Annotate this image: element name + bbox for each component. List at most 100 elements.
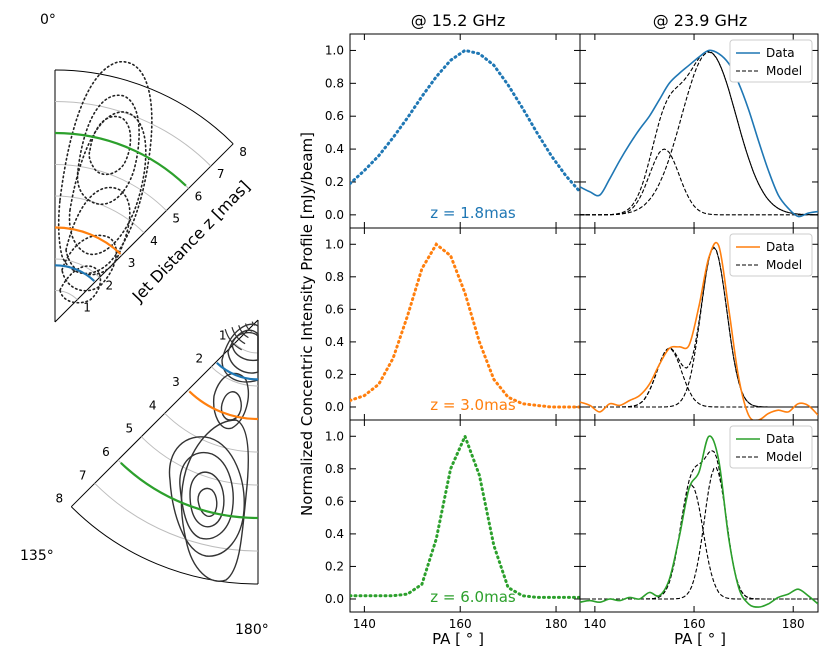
column-title-left: @ 15.2 GHz	[411, 11, 506, 30]
model-sum	[580, 246, 818, 408]
polar-bottom-tick-label: 4	[149, 398, 157, 412]
profile-panel-row3-col1: 0.0 0.2 0.4 0.6 0.8 1.0 140 160 180 z = 6.0mas	[325, 419, 581, 631]
polar-top-tick-label: 2	[106, 279, 114, 293]
polar-bottom-tick-label: 3	[172, 375, 180, 389]
polar-top-tick-label: 3	[128, 256, 136, 270]
y-tick-label: 0.8	[325, 462, 344, 476]
distance-label: z = 6.0mas	[430, 588, 516, 606]
polar-top-contour	[76, 94, 140, 205]
x-tick-label: 160	[683, 617, 706, 631]
polar-top-marker-arc	[54, 226, 122, 255]
series-15ghz-dotted	[350, 242, 580, 409]
polar-top-distance-markers	[54, 131, 187, 282]
polar-top-grid-ring	[54, 289, 78, 301]
x-tick-label: 180	[782, 617, 805, 631]
polar-bottom-core-contour	[231, 327, 246, 345]
polar-bottom-core-contour	[244, 323, 253, 332]
polar-bottom-core-contour	[238, 325, 249, 339]
polar-top-grid-ring	[54, 101, 212, 167]
legend-model-label: Model	[766, 64, 802, 78]
polar-top-contour	[61, 234, 118, 292]
distance-label: z = 3.0mas	[430, 396, 516, 414]
polar-top-radial-axis-label: Jet Distance z [mas]	[128, 177, 254, 306]
polar-top-tick-label: 5	[172, 212, 180, 226]
polar-top-contour	[68, 111, 147, 256]
polar-top-marker-arc	[54, 264, 96, 282]
profile-panels: 0.0 0.2 0.4 0.6 0.8 1.0 z = 1.8mas Data Model 0.0…	[325, 33, 819, 631]
x-axis-label-right: PA [ ° ]	[674, 630, 726, 648]
polar-bottom-grid-ring	[164, 412, 259, 453]
series-15ghz-dotted	[350, 48, 580, 194]
polar-top-grid-ring	[54, 132, 189, 189]
polar-top-tick-label: 1	[83, 301, 91, 315]
panel-frame	[349, 419, 581, 613]
panel-plot-area	[580, 241, 818, 420]
model-component-1	[580, 484, 818, 600]
polar-bottom-grid-ring	[210, 366, 259, 387]
x-tick-label: 140	[353, 617, 376, 631]
panel-plot-area	[580, 49, 818, 218]
series-23ghz-data	[580, 49, 818, 218]
model-sum	[580, 449, 818, 600]
y-tick-label: 0.4	[325, 142, 344, 156]
panel-plot-area	[350, 242, 580, 409]
polar-top-grid-ring	[54, 69, 234, 145]
column-title-right: @ 23.9 GHz	[653, 11, 748, 30]
polar-bottom-grid-ring	[234, 342, 259, 354]
model-component-2	[580, 51, 818, 216]
polar-top-grid-ring	[54, 227, 123, 256]
polar-top-grid-ring	[54, 195, 145, 234]
polar-bottom-tick-label: 7	[79, 468, 87, 482]
polar-bottom-tick-label: 8	[55, 492, 63, 506]
y-tick-label: 0.8	[325, 76, 344, 90]
model-component-1	[580, 148, 818, 216]
y-tick-label: 0.0	[325, 400, 344, 414]
y-tick-label: 1.0	[325, 429, 344, 443]
y-tick-label: 0.0	[325, 592, 344, 606]
series-23ghz-data	[580, 241, 818, 420]
y-tick-label: 0.6	[325, 109, 344, 123]
polar-top-contour	[57, 61, 153, 275]
y-tick-label: 0.4	[325, 527, 344, 541]
polar-bottom-marker-arc	[216, 362, 259, 381]
polar-bottom-contours	[168, 321, 259, 582]
polar-bottom-contour	[220, 391, 242, 421]
polar-top-grid-ring	[54, 258, 100, 278]
panel-frame	[349, 33, 581, 229]
legend-model-label: Model	[766, 258, 802, 272]
y-tick-label: 0.4	[325, 335, 344, 349]
profile-panel-row3-col2: 140 160 180 Data Model	[579, 419, 819, 631]
model-component-2	[580, 467, 818, 600]
polar-bottom-grid-ring	[94, 482, 259, 552]
profile-chart: @ 15.2 GHz @ 23.9 GHz Normalized Concent…	[298, 11, 819, 648]
distance-label: z = 1.8mas	[430, 204, 516, 222]
polar-bottom-tick-labels: 1 2 3 4 5 6 7 8	[55, 328, 226, 505]
polar-top-dotted-contours	[57, 61, 153, 304]
polar-top-tick-label: 6	[195, 189, 203, 203]
y-tick-label: 0.8	[325, 270, 344, 284]
polar-bottom-core-contour	[251, 321, 256, 326]
legend: Data Model	[729, 425, 813, 469]
panel-frame	[349, 227, 581, 421]
polar-bottom-contour	[179, 452, 234, 540]
profile-panel-row2-col1: 0.0 0.2 0.4 0.6 0.8 1.0 z = 3.0mas	[325, 227, 581, 421]
panel-frame	[579, 419, 819, 613]
y-tick-label: 0.2	[325, 367, 344, 381]
profile-panel-row1-col2: Data Model	[579, 33, 819, 229]
y-axis-label: Normalized Concentric Intensity Profile …	[298, 132, 316, 516]
y-tick-label: 0.0	[325, 208, 344, 222]
polar-bottom-grid-ring	[70, 506, 259, 585]
polar-bottom-angle-label-180: 180°	[235, 622, 269, 638]
model-sum	[580, 50, 818, 216]
polar-top-grid-ring	[54, 164, 167, 211]
polar-bottom-contour	[213, 372, 250, 430]
profile-panel-row2-col2: Data Model	[579, 227, 819, 421]
polar-bottom-contour	[197, 487, 218, 518]
polar-bottom-tick-label: 2	[195, 352, 203, 366]
polar-bottom-angle-label-135: 135°	[20, 548, 54, 564]
series-15ghz-dotted	[350, 432, 580, 599]
y-tick-label: 0.6	[325, 302, 344, 316]
